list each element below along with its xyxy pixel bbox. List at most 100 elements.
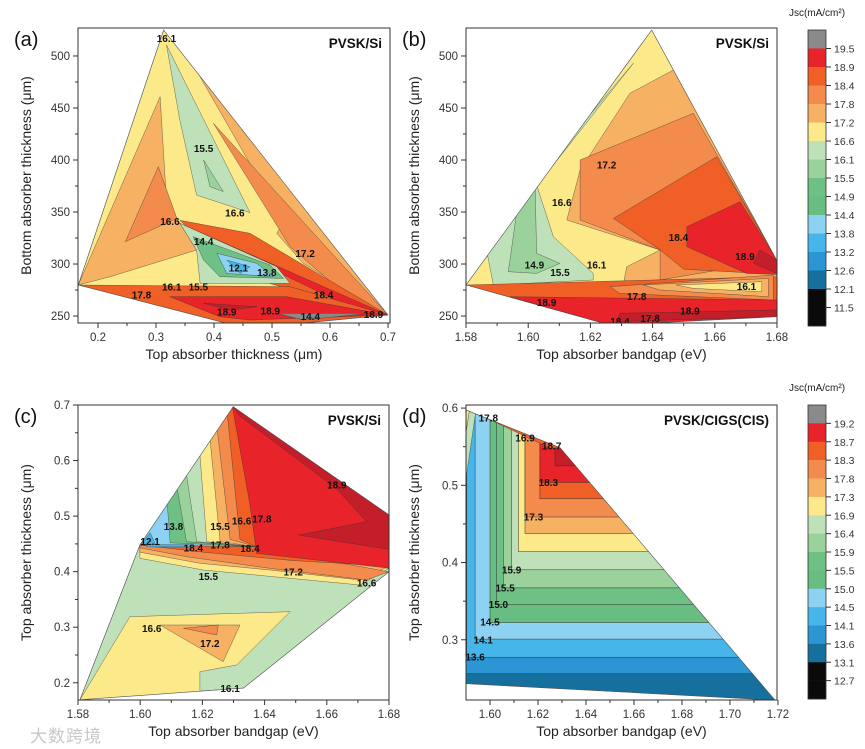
contour-label: 16.1 — [157, 34, 177, 45]
colorbar-segment — [808, 405, 826, 424]
colorbar-tick-label: 16.4 — [834, 529, 855, 541]
panel-letter: (a) — [14, 29, 38, 51]
colorbar-segment — [808, 85, 826, 105]
contour-label: 18.4 — [314, 291, 334, 302]
colorbar-title: Jsc(mA/cm²) — [789, 383, 845, 394]
x-axis-label: Top absorber bandgap (eV) — [536, 723, 706, 739]
hull-outline — [79, 406, 389, 700]
contour-label: 14.9 — [525, 261, 545, 272]
contour-band — [183, 624, 219, 636]
colorbar-segment — [808, 122, 826, 142]
colorbar-tick-label: 16.9 — [834, 510, 855, 522]
colorbar-segment — [808, 441, 826, 461]
colorbar-segment — [808, 67, 826, 86]
colorbar-tick-label: 15.9 — [834, 547, 855, 559]
contour-label: 17.2 — [597, 160, 617, 171]
contour-label: 14.4 — [301, 312, 321, 323]
colorbar-segment — [808, 215, 826, 234]
contour-band — [124, 166, 178, 243]
colorbar-tick-label: 12.6 — [834, 266, 855, 278]
watermark: 大数跨境 — [30, 727, 102, 747]
contour-label: 18.4 — [240, 544, 260, 555]
contour-label: 16.6 — [232, 517, 252, 528]
x-tick-label: 1.66 — [704, 332, 726, 344]
contour-label: 18.9 — [217, 307, 237, 318]
contour-label: 15.9 — [502, 565, 522, 576]
colorbar-tick-label: 14.5 — [834, 602, 855, 614]
contour-label: 17.2 — [283, 568, 303, 579]
x-tick-label: 1.60 — [517, 332, 539, 344]
colorbar-tick-label: 11.5 — [834, 303, 854, 315]
x-tick-label: 1.58 — [67, 709, 89, 721]
contour-label: 18.4 — [610, 317, 630, 328]
colorbar-segment — [808, 570, 826, 590]
contour-label: 16.1 — [587, 261, 607, 272]
colorbar-segment — [808, 496, 826, 516]
plot-area: 16.1 15.5 16.6 16.6 14.4 17.2 12.1 13.8 16.1 15.5… — [78, 29, 389, 323]
y-tick-label: 350 — [439, 207, 458, 219]
colorbar-segment — [808, 588, 826, 608]
y-tick-label: 250 — [51, 311, 70, 323]
colorbar-segment — [808, 30, 826, 49]
colorbar-segment — [808, 552, 826, 571]
y-tick-label: 0.6 — [54, 456, 70, 468]
contour-label: 17.8 — [210, 541, 230, 552]
contour-label: 17.8 — [640, 314, 660, 325]
contour-label: 13.6 — [465, 653, 485, 664]
contour-band — [146, 544, 194, 548]
contour-label: 17.2 — [200, 639, 220, 650]
colorbar-segment — [808, 159, 826, 179]
colorbar-tick-label: 19.2 — [834, 418, 855, 430]
contour-label: 18.9 — [261, 307, 281, 318]
x-tick-label: 1.68 — [766, 332, 788, 344]
contour-label: 16.6 — [142, 624, 162, 635]
panel-title: PVSK/Si — [329, 36, 382, 51]
contour-label: 15.5 — [199, 572, 219, 583]
colorbar-tick-label: 17.8 — [834, 474, 855, 486]
colorbar-tick-label: 13.2 — [834, 247, 855, 259]
contour-label: 18.4 — [184, 543, 204, 554]
colorbar-segment — [808, 478, 826, 498]
plot-frame — [465, 404, 778, 701]
y-axis-label: Bottom absorber thickness (μm) — [406, 76, 422, 275]
x-axis-label: Top absorber thickness (μm) — [146, 346, 323, 362]
contour-band — [166, 44, 251, 214]
y-tick-label: 0.3 — [442, 635, 458, 647]
x-tick-label: 0.7 — [380, 332, 396, 344]
colorbar-tick-label: 17.3 — [834, 492, 855, 504]
colorbar-title: Jsc(mA/cm²) — [789, 8, 845, 19]
contour-label: 12.1 — [229, 264, 249, 275]
x-tick-label: 1.64 — [575, 709, 598, 721]
x-axis-label: Top absorber bandgap (eV) — [536, 346, 706, 362]
contour-label: 18.9 — [364, 310, 384, 321]
contour-label: 15.5 — [495, 583, 515, 594]
colorbar-segment — [808, 680, 826, 700]
colorbar-tick-label: 13.1 — [834, 657, 855, 669]
plot-area: 17.2 16.6 18.4 18.9 14.9 15.5 16.1 16.1 17.8 18.9… — [466, 29, 777, 328]
contour-label: 18.9 — [680, 307, 700, 318]
y-tick-label: 0.4 — [442, 558, 459, 570]
x-tick-label: 1.58 — [455, 332, 477, 344]
colorbar-segment — [808, 423, 826, 443]
colorbar-segment — [808, 307, 826, 327]
y-tick-label: 0.5 — [442, 480, 458, 492]
colorbar-tick-label: 15.5 — [834, 565, 855, 577]
contour-band — [203, 159, 224, 193]
contour-label: 17.8 — [252, 514, 272, 525]
colorbar-tick-label: 12.7 — [834, 676, 855, 688]
colorbar-segment — [808, 533, 826, 553]
colorbar-tick-label: 15.0 — [834, 584, 855, 596]
plot-area: 17.8 16.9 18.7 18.3 17.3 15.9 15.5 15.0 14.5 14.1… — [465, 409, 776, 700]
contour-fill — [466, 30, 777, 323]
colorbar: 19.5 18.9 18.4 17.8 17.2 16.6 16.1 15.5 14.9 14.4… — [789, 8, 855, 327]
contour-label: 12.1 — [140, 537, 160, 548]
x-tick-label: 1.70 — [719, 709, 741, 721]
x-tick-label: 1.68 — [671, 709, 693, 721]
colorbar-tick-label: 16.1 — [834, 155, 855, 167]
contour-band — [203, 303, 257, 311]
plot-frame — [77, 27, 391, 324]
contour-band — [159, 624, 241, 663]
contour-label: 16.1 — [220, 684, 240, 695]
panel-title: PVSK/Si — [328, 413, 381, 428]
contour-label: 13.8 — [164, 522, 184, 533]
